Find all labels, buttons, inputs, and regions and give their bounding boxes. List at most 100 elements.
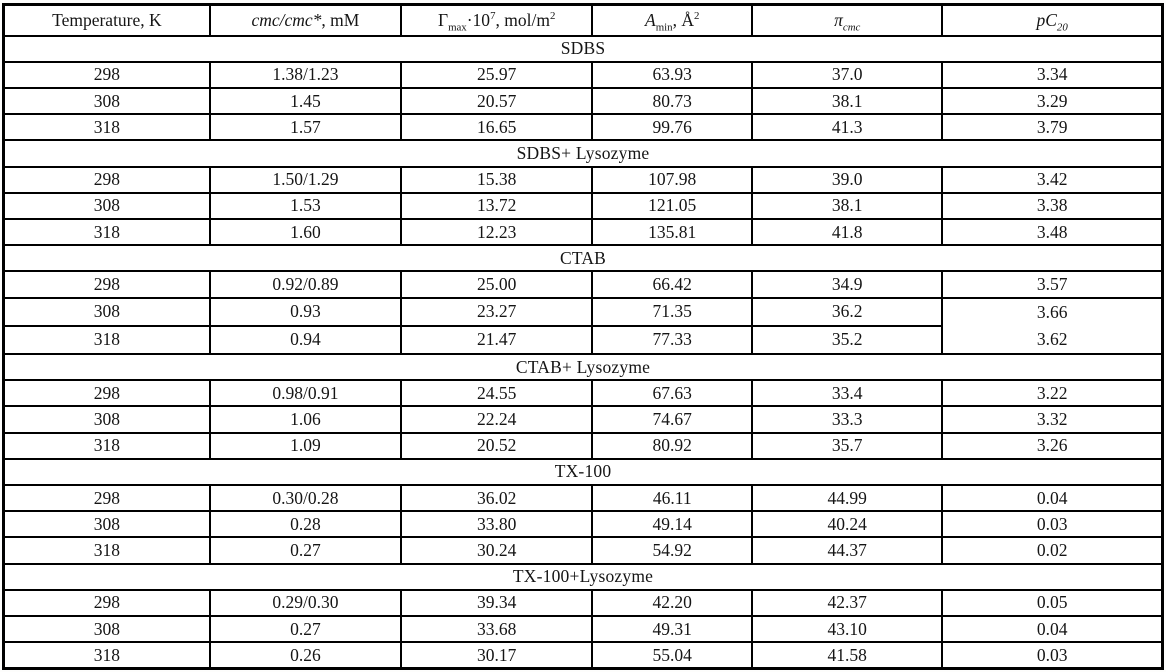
table-cell: 298 (2, 379, 211, 408)
table-cell: 1.06 (208, 405, 403, 434)
table-cell: 3.22 (941, 379, 1164, 408)
table-row: 318 1.09 20.52 80.92 35.7 3.26 (2, 431, 1164, 460)
table-cell: 25.97 (400, 60, 594, 89)
table-cell: 20.52 (400, 431, 594, 460)
table-cell: 3.57 (941, 270, 1164, 299)
table-cell: 63.93 (591, 60, 754, 89)
table-cell: 0.30/0.28 (208, 483, 403, 513)
table-cell: 135.81 (591, 217, 754, 247)
section-header-row: CTAB+ Lysozyme (2, 352, 1164, 382)
amin-symbol: A (645, 9, 656, 30)
table-cell: 308 (2, 614, 211, 644)
table-cell: 1.09 (208, 431, 403, 460)
pc-symbol: pC (1036, 9, 1057, 30)
table-cell: 298 (2, 60, 211, 89)
cmc-symbol: cmc/cmc* (251, 9, 322, 30)
gamma-unit-exponent: 2 (549, 9, 556, 22)
table-row: 318 0.26 30.17 55.04 41.58 0.03 (2, 641, 1164, 670)
table-cell: 33.80 (400, 510, 594, 539)
table-cell: 99.76 (591, 113, 754, 142)
table-cell: 13.72 (400, 191, 594, 220)
cmc-unit: , mM (321, 9, 360, 30)
table-cell: 25.00 (400, 270, 594, 299)
table-cell: 38.1 (751, 86, 944, 116)
table-cell: 24.55 (400, 379, 594, 408)
col-header-temperature: Temperature, K (2, 3, 211, 37)
table-cell: 1.50/1.29 (208, 165, 403, 194)
table-cell: 16.65 (400, 113, 594, 142)
table-cell: 80.73 (591, 86, 754, 116)
col-header-cmc: cmc/cmc*, mM (208, 3, 403, 37)
table-cell: 3.42 (941, 165, 1164, 194)
col-header-a-min: Amin, Å2 (591, 3, 754, 37)
table-row: 318 0.94 21.47 77.33 35.2 (2, 324, 1163, 355)
table-cell: 0.02 (941, 536, 1164, 565)
table-cell: 308 (2, 296, 211, 327)
table-row: 308 1.06 22.24 74.67 33.3 3.32 (2, 405, 1164, 434)
section-header-row: SDBS (2, 34, 1164, 63)
table-cell: 107.98 (591, 165, 754, 194)
table-cell: 0.93 (208, 296, 403, 327)
table-cell: 36.2 (751, 296, 944, 327)
table-cell: 0.28 (208, 510, 403, 539)
table-cell: 318 (2, 536, 211, 565)
table-cell: 77.33 (591, 324, 754, 355)
table-cell: 66.42 (591, 270, 754, 299)
table-cell: 0.92/0.89 (208, 270, 403, 299)
table-cell: 41.8 (751, 217, 944, 247)
section-title: TX-100 (2, 457, 1164, 486)
amin-unit-exponent: 2 (694, 9, 700, 22)
table-cell: 0.27 (208, 614, 403, 644)
header-row: Temperature, K cmc/cmc*, mM Γmax·107, mo… (2, 3, 1164, 37)
amin-subscript: min (655, 21, 673, 34)
table-row: 298 0.29/0.30 39.34 42.20 42.37 0.05 (2, 588, 1164, 618)
table-row: 318 1.57 16.65 99.76 41.3 3.79 (2, 113, 1164, 142)
table-cell: 74.67 (591, 405, 754, 434)
table-row: 308 0.28 33.80 49.14 40.24 0.03 (2, 510, 1164, 539)
table-cell: 39.34 (400, 588, 594, 618)
table-cell: 0.03 (941, 510, 1164, 539)
table-cell: 36.02 (400, 483, 594, 513)
table-cell: 1.53 (208, 191, 403, 220)
section-title: SDBS+ Lysozyme (2, 139, 1164, 168)
table-row: 308 1.45 20.57 80.73 38.1 3.29 (2, 86, 1164, 116)
table-cell: 41.3 (751, 113, 944, 142)
table-cell: 298 (2, 270, 211, 299)
table-cell: 1.57 (208, 113, 403, 142)
table-cell: 46.11 (591, 483, 754, 513)
section-header-row: TX-100 (2, 457, 1164, 486)
table-cell: 121.05 (591, 191, 754, 220)
table-cell: 20.57 (400, 86, 594, 116)
col-header-gamma-max: Γmax·107, mol/m2 (400, 3, 594, 37)
gamma-exponent: 7 (490, 9, 496, 22)
table-cell: 3.34 (941, 60, 1164, 89)
table-cell: 30.24 (400, 536, 594, 565)
table-cell: 30.17 (400, 641, 594, 670)
pc-subscript: 20 (1056, 21, 1068, 34)
table-row: 298 1.50/1.29 15.38 107.98 39.0 3.42 (2, 165, 1164, 194)
table-cell: 12.23 (400, 217, 594, 247)
table-cell: 35.7 (751, 431, 944, 460)
table-cell: 308 (2, 86, 211, 116)
table-cell: 71.35 (591, 296, 754, 327)
table-cell: 0.27 (208, 536, 403, 565)
table-cell: 23.27 (400, 296, 594, 327)
table-cell: 0.05 (941, 588, 1164, 618)
table-cell: 49.14 (591, 510, 754, 539)
table-cell: 3.26 (941, 431, 1164, 460)
table-cell: 42.20 (591, 588, 754, 618)
table-cell: 22.24 (400, 405, 594, 434)
section-title: CTAB+ Lysozyme (2, 352, 1164, 382)
section-title: CTAB (2, 244, 1164, 273)
table-cell: 3.79 (941, 113, 1164, 142)
table-cell: 3.29 (941, 86, 1164, 116)
table-cell: 15.38 (400, 165, 594, 194)
table-cell: 40.24 (751, 510, 944, 539)
pi-subscript: cmc (842, 21, 861, 34)
table-cell: 3.48 (941, 217, 1164, 247)
table-cell: 318 (2, 431, 211, 460)
table-row: 298 1.38/1.23 25.97 63.93 37.0 3.34 (2, 60, 1164, 89)
table-cell: 318 (2, 113, 211, 142)
section-header-row: TX-100+Lysozyme (2, 562, 1164, 591)
